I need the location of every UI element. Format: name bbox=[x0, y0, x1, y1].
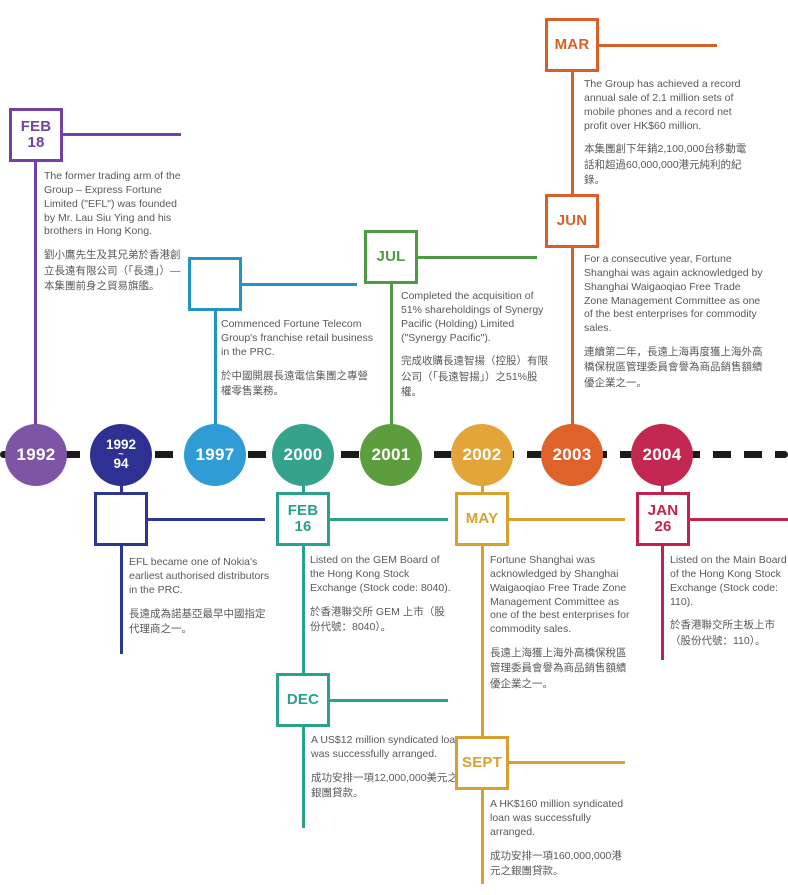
month-label: JAN bbox=[647, 501, 679, 519]
day-label: 18 bbox=[27, 134, 45, 151]
year-label: 2001 bbox=[371, 445, 411, 464]
note-chinese: 成功安排一項160,000,000港元之銀團貸款。 bbox=[490, 849, 622, 877]
month-label: FEB bbox=[20, 117, 52, 135]
connector-feb16-dec-vertical bbox=[302, 482, 305, 828]
note-english: The former trading arm of the Group – Ex… bbox=[44, 170, 181, 238]
year-label: 1992 bbox=[16, 445, 56, 464]
arm-jan26 bbox=[688, 518, 788, 521]
note-english: Listed on the Main Board of the Hong Kon… bbox=[670, 554, 787, 608]
connector-feb18-vertical bbox=[34, 118, 37, 428]
arm-feb18 bbox=[60, 133, 181, 136]
event-note-may: Fortune Shanghai was acknowledged by Sha… bbox=[490, 554, 634, 692]
note-english: A HK$160 million syndicated loan was suc… bbox=[490, 798, 624, 838]
note-chinese: 成功安排一項12,000,000美元之銀團貸款。 bbox=[311, 771, 459, 799]
note-english: A US$12 million syndicated loan was succ… bbox=[311, 734, 462, 760]
year-label: 1992 bbox=[105, 437, 137, 453]
note-chinese: 於香港聯交所 GEM 上市（股份代號：8040）。 bbox=[310, 605, 445, 633]
note-chinese: 長遠上海獲上海外高橋保稅區管理委員會譽為商品銷售額績優企業之一。 bbox=[490, 647, 627, 690]
event-box-jan26: JAN 26 bbox=[636, 492, 690, 546]
month-label: FEB bbox=[287, 501, 319, 519]
note-chinese: 於香港聯交所主板上市（股份代號：110）。 bbox=[670, 619, 775, 647]
note-english: Completed the acquisition of 51% shareho… bbox=[401, 290, 544, 344]
note-chinese: 長遠成為諾基亞最早中國指定代理商之一。 bbox=[129, 607, 266, 635]
month-label: MAR bbox=[554, 35, 590, 53]
month-label: JUL bbox=[376, 247, 406, 265]
note-chinese: 完成收購長遠智揚（控股）有限公司（「長遠智揚」）之51%股權。 bbox=[401, 355, 548, 398]
event-box-efl bbox=[94, 492, 148, 546]
event-box-1997 bbox=[188, 257, 242, 311]
event-note-mar: The Group has achieved a record annual s… bbox=[584, 78, 756, 188]
month-label: MAY bbox=[465, 509, 499, 527]
event-note-jun: For a consecutive year, Fortune Shanghai… bbox=[584, 253, 764, 391]
event-note-efl: EFL became one of Nokia's earliest autho… bbox=[129, 556, 271, 637]
note-chinese: 劉小鷹先生及其兄弟於香港創立長遠有限公司（「長遠」）—本集團前身之貿易旗艦。 bbox=[44, 249, 181, 292]
connector-jul-vertical bbox=[390, 238, 393, 428]
year-circle-2002: 2002 bbox=[451, 424, 513, 486]
year-circle-2000: 2000 bbox=[272, 424, 334, 486]
event-note-jul: Completed the acquisition of 51% shareho… bbox=[401, 290, 555, 400]
event-box-jul: JUL bbox=[364, 230, 418, 284]
day-label: 26 bbox=[654, 518, 672, 535]
month-label: SEPT bbox=[462, 753, 502, 771]
year-label: 2002 bbox=[462, 445, 502, 464]
arm-1997 bbox=[240, 283, 357, 286]
note-english: For a consecutive year, Fortune Shanghai… bbox=[584, 253, 763, 335]
arm-mar bbox=[597, 44, 717, 47]
day-label: 16 bbox=[294, 518, 312, 535]
event-box-feb16: FEB 16 bbox=[276, 492, 330, 546]
month-label: DEC bbox=[286, 690, 320, 708]
arm-efl bbox=[146, 518, 265, 521]
year-label: 1997 bbox=[195, 445, 235, 464]
event-note-1997: Commenced Fortune Telecom Group's franch… bbox=[221, 318, 373, 399]
year-circle-2001: 2001 bbox=[360, 424, 422, 486]
year-circle-2004: 2004 bbox=[631, 424, 693, 486]
connector-jan26-vertical bbox=[661, 482, 664, 660]
note-chinese: 於中國開展長遠電信集團之專營權零售業務。 bbox=[221, 369, 368, 397]
note-english: EFL became one of Nokia's earliest autho… bbox=[129, 556, 270, 596]
year-circle-1997: 1997 bbox=[184, 424, 246, 486]
note-english: The Group has achieved a record annual s… bbox=[584, 78, 741, 132]
event-note-sept: A HK$160 million syndicated loan was suc… bbox=[490, 798, 630, 879]
year-circle-1992-94: 1992 ~ 94 bbox=[90, 424, 152, 486]
year-label: 2004 bbox=[642, 445, 682, 464]
note-chinese: 連續第二年，長遠上海再度獲上海外高橋保稅區管理委員會譽為商品銷售額績優企業之一。 bbox=[584, 346, 763, 389]
event-note-jan26: Listed on the Main Board of the Hong Kon… bbox=[670, 554, 788, 649]
event-box-sept: SEPT bbox=[455, 736, 509, 790]
year-label: 94 bbox=[113, 455, 129, 471]
connector-efl-vertical bbox=[120, 482, 123, 654]
event-box-feb18: FEB 18 bbox=[9, 108, 63, 162]
arm-jul bbox=[416, 256, 537, 259]
note-english: Listed on the GEM Board of the Hong Kong… bbox=[310, 554, 451, 594]
year-label: 2003 bbox=[552, 445, 592, 464]
event-box-mar: MAR bbox=[545, 18, 599, 72]
arm-sept bbox=[507, 761, 625, 764]
event-note-feb16: Listed on the GEM Board of the Hong Kong… bbox=[310, 554, 454, 635]
event-box-dec: DEC bbox=[276, 673, 330, 727]
note-english: Fortune Shanghai was acknowledged by Sha… bbox=[490, 554, 630, 636]
event-box-may: MAY bbox=[455, 492, 509, 546]
note-chinese: 本集團創下年銷2,100,000台移動電話和超過60,000,000港元純利的紀… bbox=[584, 143, 747, 186]
year-circle-1992: 1992 bbox=[5, 424, 67, 486]
arm-may bbox=[507, 518, 625, 521]
arm-dec bbox=[328, 699, 448, 702]
event-box-jun: JUN bbox=[545, 194, 599, 248]
year-label-tilde: ~ bbox=[118, 449, 124, 460]
event-note-feb18: The former trading arm of the Group – Ex… bbox=[44, 170, 186, 294]
year-label: 2000 bbox=[283, 445, 323, 464]
event-note-dec: A US$12 million syndicated loan was succ… bbox=[311, 734, 465, 801]
month-label: JUN bbox=[556, 211, 588, 229]
connector-1997-vertical bbox=[214, 262, 217, 428]
arm-feb16 bbox=[328, 518, 448, 521]
year-circle-2003: 2003 bbox=[541, 424, 603, 486]
connector-may-sept-vertical bbox=[481, 482, 484, 884]
note-english: Commenced Fortune Telecom Group's franch… bbox=[221, 318, 373, 358]
